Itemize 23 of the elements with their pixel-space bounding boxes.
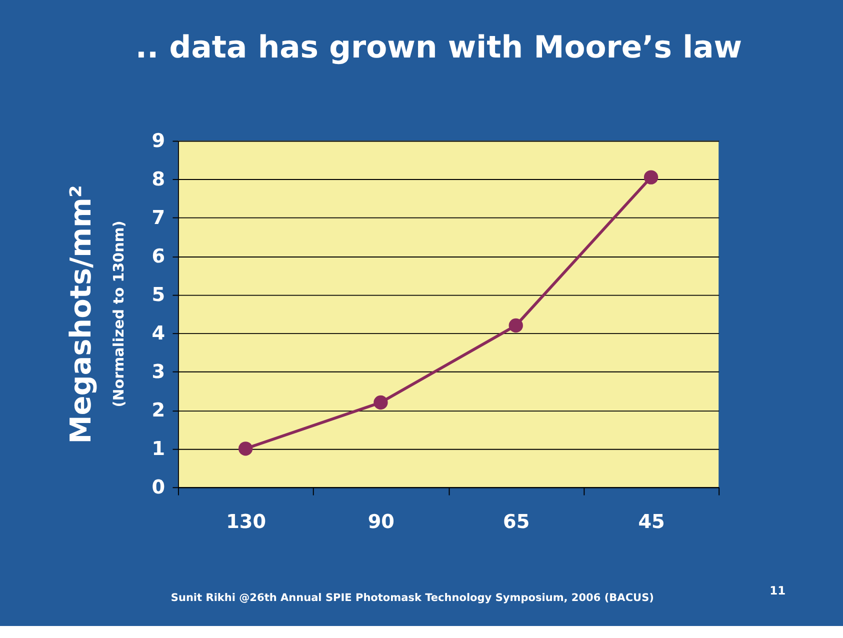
point (374, 395, 388, 410)
text: Sunit Rikhi @26th Annual SPIE Photomask Technology Symposium, 2006 (BACUS) (170, 592, 654, 604)
y-tick-label: 0 (152, 475, 166, 498)
point (238, 442, 253, 456)
y-tick-label: 8 (152, 167, 166, 190)
x-tick-label: 90 (368, 510, 395, 533)
point (508, 318, 523, 333)
point (644, 170, 658, 184)
y-tick-label: 3 (152, 360, 166, 383)
y-tick-label: 2 (152, 398, 166, 422)
y-tick-label: 6 (152, 244, 166, 268)
y-tick-label: 7 (152, 206, 166, 229)
y-tick-label: 4 (152, 321, 166, 344)
chart-title: .. data has grown with Moore’s law (135, 30, 742, 66)
text: (Normalized to 130nm) (111, 220, 128, 408)
y-axis-title: Megashots/mm² (64, 185, 98, 444)
y-tick-label: 1 (152, 436, 166, 460)
x-tick-label: 130 (226, 510, 266, 533)
y-tick-label: 5 (152, 282, 166, 306)
y-tick-label: 9 (152, 128, 166, 152)
text: 11 (770, 583, 786, 598)
x-tick-label: 45 (638, 510, 665, 533)
x-tick-label: 65 (503, 510, 530, 533)
